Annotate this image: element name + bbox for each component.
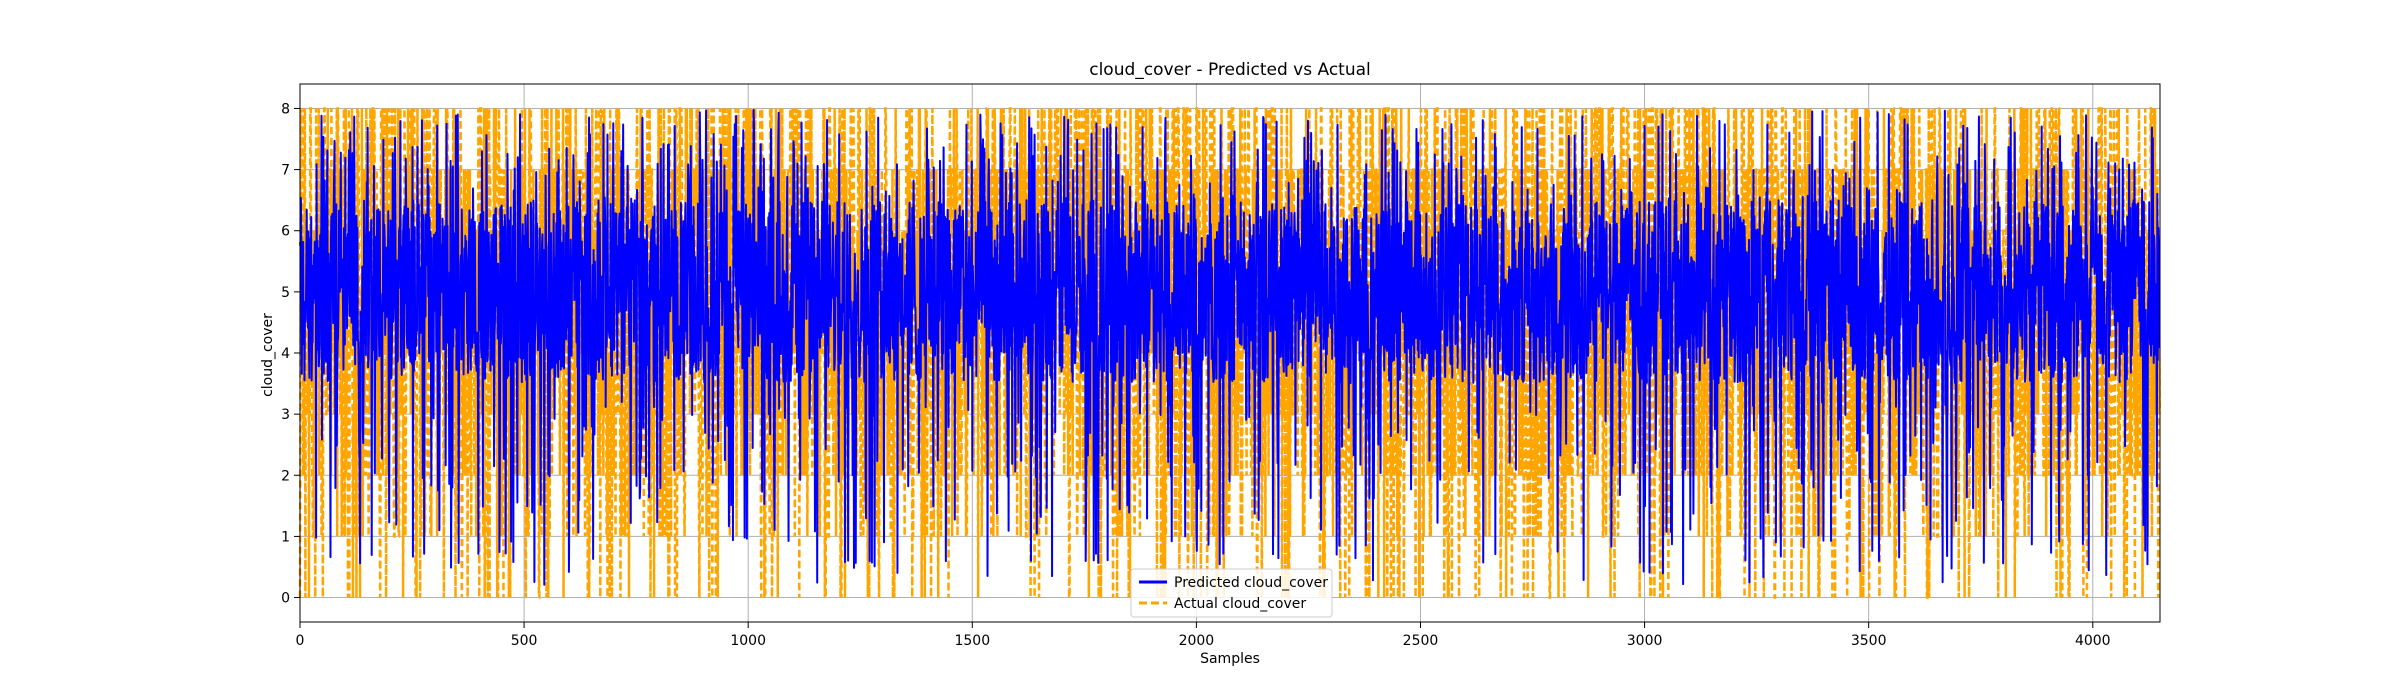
x-tick-label: 2500 <box>1403 633 1439 649</box>
legend: Predicted cloud_cover Actual cloud_cover <box>1130 568 1333 618</box>
y-axis: 0 1 2 3 4 5 6 7 8 <box>281 101 300 607</box>
x-tick-label: 2000 <box>1179 633 1215 649</box>
x-tick-label: 4000 <box>2075 633 2111 649</box>
legend-label-predicted: Predicted cloud_cover <box>1174 575 1328 591</box>
x-tick-label: 1500 <box>954 633 990 649</box>
x-tick-label: 3000 <box>1627 633 1663 649</box>
predicted-series <box>299 108 2161 586</box>
y-tick-label: 6 <box>281 224 290 240</box>
x-axis: 0 500 1000 1500 2000 2500 3000 3500 4000 <box>296 622 2111 649</box>
y-tick-label: 3 <box>281 407 290 423</box>
x-tick-label: 1000 <box>730 633 766 649</box>
predicted-line <box>299 108 2161 586</box>
x-axis-label: Samples <box>1200 651 1260 667</box>
y-tick-label: 2 <box>281 468 290 484</box>
x-tick-label: 0 <box>296 633 305 649</box>
y-tick-label: 7 <box>281 163 290 179</box>
legend-box <box>1130 568 1333 618</box>
plot-area <box>298 83 2161 623</box>
y-tick-label: 8 <box>281 101 290 117</box>
x-tick-label: 500 <box>511 633 538 649</box>
y-tick-label: 5 <box>281 285 290 301</box>
y-axis-label: cloud_cover <box>260 313 276 397</box>
x-tick-label: 3500 <box>1851 633 1887 649</box>
y-tick-label: 4 <box>281 346 290 362</box>
y-tick-label: 0 <box>281 591 290 607</box>
y-tick-label: 1 <box>281 529 290 545</box>
chart-title: cloud_cover - Predicted vs Actual <box>1089 60 1371 80</box>
legend-label-actual: Actual cloud_cover <box>1174 596 1306 612</box>
